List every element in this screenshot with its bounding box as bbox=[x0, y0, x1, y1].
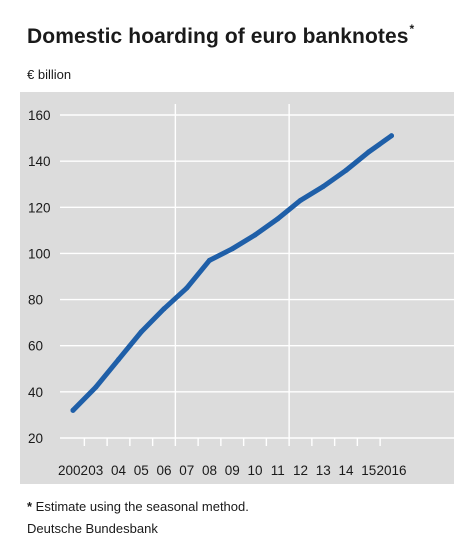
x-tick-label: 2002 bbox=[58, 463, 88, 478]
chart-title: Domestic hoarding of euro banknotes* bbox=[27, 22, 415, 49]
x-tick-label: 04 bbox=[111, 463, 127, 478]
chart-title-text: Domestic hoarding of euro banknotes bbox=[27, 25, 409, 48]
y-tick-label: 60 bbox=[28, 339, 43, 354]
data-point bbox=[343, 167, 349, 173]
x-tick-label: 14 bbox=[338, 463, 354, 478]
source-note: Deutsche Bundesbank bbox=[27, 521, 158, 536]
data-point bbox=[93, 384, 99, 390]
x-tick-label: 2016 bbox=[376, 463, 406, 478]
y-tick-label: 100 bbox=[28, 246, 51, 261]
x-tick-label: 15 bbox=[361, 463, 376, 478]
data-point bbox=[138, 329, 144, 335]
x-tick-label: 10 bbox=[247, 463, 262, 478]
data-point bbox=[298, 197, 303, 203]
x-tick-label: 06 bbox=[156, 463, 171, 478]
data-point bbox=[207, 257, 212, 263]
y-tick-label: 20 bbox=[28, 431, 43, 446]
data-point bbox=[161, 306, 167, 312]
data-point bbox=[116, 357, 121, 363]
x-tick-label: 11 bbox=[271, 463, 285, 478]
footnote-mark: * bbox=[27, 499, 33, 514]
y-tick-label: 120 bbox=[28, 200, 51, 215]
series-line bbox=[70, 133, 394, 413]
data-point bbox=[275, 216, 281, 222]
x-tick-label: 05 bbox=[134, 463, 149, 478]
x-tick-label: 12 bbox=[293, 463, 308, 478]
footnote-text: Estimate using the seasonal method. bbox=[32, 499, 249, 514]
footnote: * Estimate using the seasonal method. bbox=[27, 499, 249, 514]
unit-label: € billion bbox=[27, 67, 72, 82]
data-point bbox=[252, 232, 258, 238]
y-tick-label: 140 bbox=[28, 154, 51, 169]
plot-background bbox=[20, 92, 454, 484]
data-point bbox=[184, 285, 190, 291]
data-point bbox=[366, 149, 372, 155]
x-tick-label: 13 bbox=[316, 463, 331, 478]
data-point bbox=[70, 407, 76, 413]
y-tick-label: 40 bbox=[28, 385, 43, 400]
data-point bbox=[320, 184, 326, 190]
data-point bbox=[229, 246, 235, 252]
x-tick-label: 03 bbox=[88, 463, 103, 478]
x-tick-label: 08 bbox=[202, 463, 217, 478]
y-tick-label: 80 bbox=[28, 293, 43, 308]
title-footnote-mark: * bbox=[409, 22, 415, 36]
x-tick-label: 09 bbox=[225, 463, 240, 478]
y-tick-label: 160 bbox=[28, 108, 51, 123]
x-tick-label: 07 bbox=[179, 463, 194, 478]
data-point bbox=[389, 133, 394, 139]
